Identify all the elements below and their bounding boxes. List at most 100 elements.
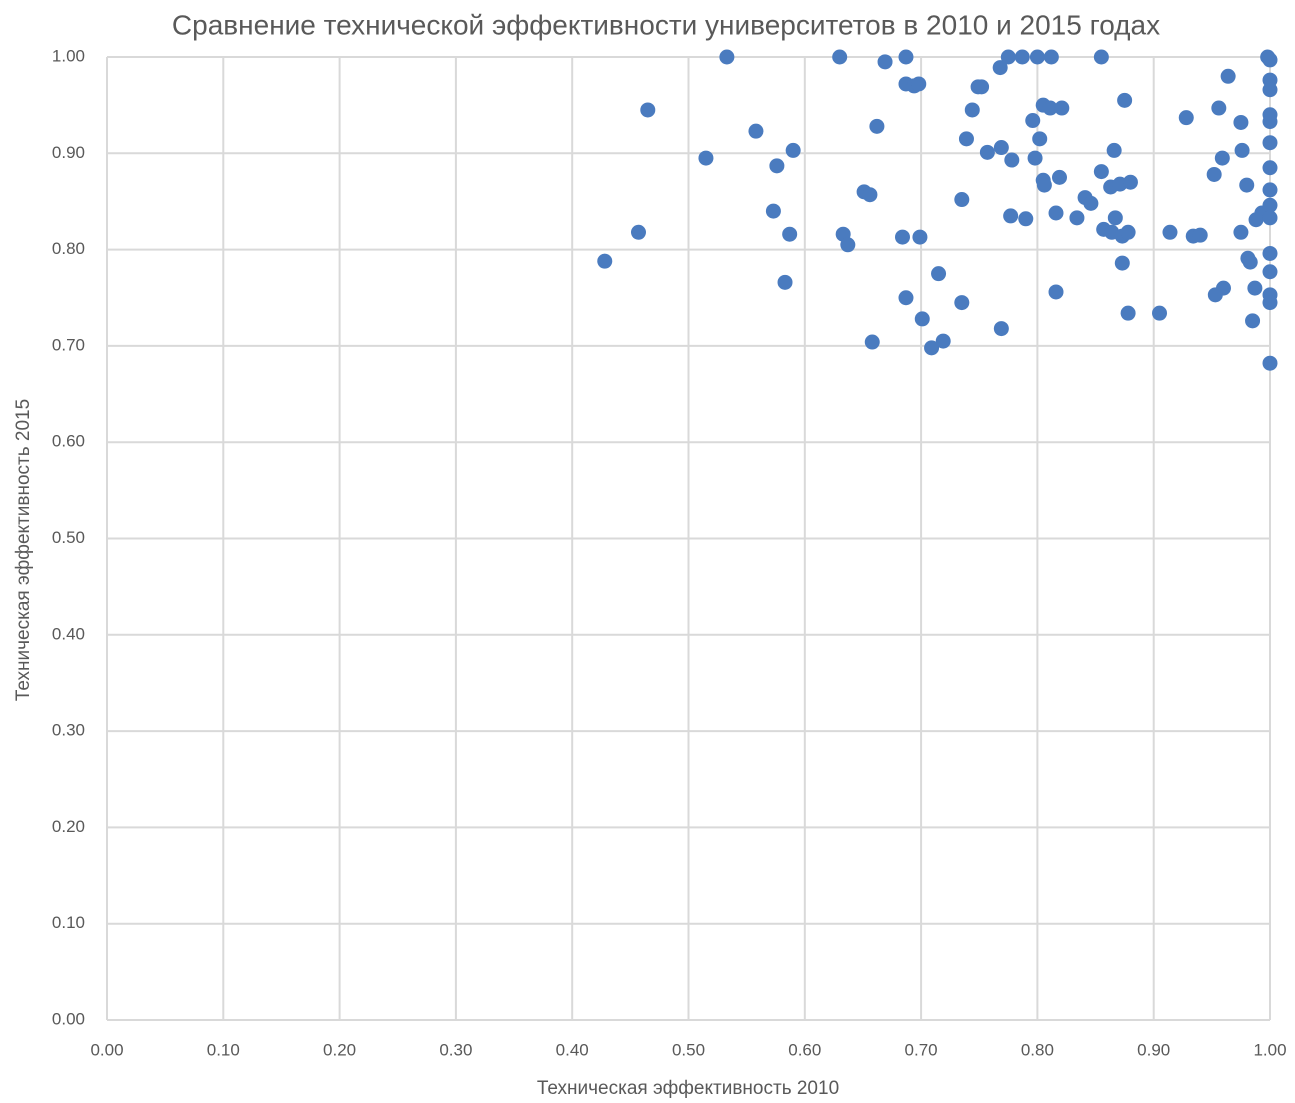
- point: [1192, 227, 1208, 243]
- point: [769, 158, 785, 174]
- point: [832, 49, 848, 65]
- point: [898, 49, 914, 65]
- point: [1262, 245, 1278, 261]
- point: [597, 253, 613, 269]
- point: [935, 333, 951, 349]
- point: [840, 237, 856, 253]
- point: [894, 229, 910, 245]
- point: [1000, 49, 1016, 65]
- point: [954, 192, 970, 208]
- point: [993, 321, 1009, 337]
- point: [1262, 197, 1278, 213]
- x-tick-label: 0.70: [905, 1040, 938, 1059]
- point: [785, 142, 801, 158]
- point: [1220, 68, 1236, 84]
- point: [1054, 100, 1070, 116]
- point: [877, 54, 893, 70]
- point: [931, 266, 947, 282]
- point: [1114, 255, 1130, 271]
- point: [630, 224, 646, 240]
- point: [719, 49, 735, 65]
- point: [1018, 211, 1034, 227]
- point: [1214, 150, 1230, 166]
- y-tick-label: 0.00: [52, 1009, 85, 1028]
- y-tick-label: 0.10: [52, 913, 85, 932]
- point: [1122, 174, 1138, 190]
- y-tick-label: 0.90: [52, 143, 85, 162]
- y-tick-label: 0.20: [52, 817, 85, 836]
- point: [1069, 210, 1085, 226]
- x-tick-label: 0.40: [556, 1040, 589, 1059]
- x-tick-label: 1.00: [1253, 1040, 1286, 1059]
- point: [1206, 166, 1222, 182]
- point: [1239, 177, 1255, 193]
- point: [1120, 305, 1136, 321]
- point: [1120, 224, 1136, 240]
- point: [979, 144, 995, 160]
- point: [1245, 313, 1261, 329]
- x-tick-label: 0.10: [207, 1040, 240, 1059]
- point: [1027, 150, 1043, 166]
- point: [1207, 287, 1223, 303]
- point: [782, 226, 798, 242]
- x-tick-label: 0.90: [1137, 1040, 1170, 1059]
- point: [698, 150, 714, 166]
- point: [1107, 210, 1123, 226]
- point: [1036, 177, 1052, 193]
- point: [1152, 305, 1168, 321]
- point: [765, 203, 781, 219]
- y-tick-label: 0.70: [52, 335, 85, 354]
- point: [1262, 355, 1278, 371]
- point: [1262, 135, 1278, 151]
- point: [748, 123, 764, 139]
- point: [1262, 114, 1278, 130]
- point: [1048, 205, 1064, 221]
- point: [1093, 164, 1109, 180]
- y-tick-label: 0.50: [52, 528, 85, 547]
- point: [1093, 49, 1109, 65]
- y-tick-label: 0.40: [52, 624, 85, 643]
- point: [777, 274, 793, 290]
- point: [1262, 160, 1278, 176]
- point: [1233, 114, 1249, 130]
- x-axis-label: Техническая эффективность 2010: [537, 1078, 839, 1099]
- point: [1043, 49, 1059, 65]
- y-tick-label: 0.60: [52, 432, 85, 451]
- point: [974, 79, 990, 95]
- point: [1042, 100, 1058, 116]
- point: [862, 187, 878, 203]
- point: [1029, 49, 1045, 65]
- x-tick-label: 0.00: [90, 1040, 123, 1059]
- point: [958, 131, 974, 147]
- point: [1048, 284, 1064, 300]
- point: [1211, 100, 1227, 116]
- point: [869, 118, 885, 134]
- point: [1262, 82, 1278, 98]
- point: [898, 290, 914, 306]
- point: [924, 340, 940, 356]
- point: [1262, 295, 1278, 311]
- point: [1262, 182, 1278, 198]
- point: [1032, 131, 1048, 147]
- point: [640, 102, 656, 118]
- point: [912, 229, 928, 245]
- point: [1248, 212, 1264, 228]
- y-axis-label: Техническая эффективность 2015: [13, 399, 34, 701]
- point: [914, 311, 930, 327]
- point: [1117, 92, 1133, 108]
- point: [1262, 264, 1278, 280]
- point: [1106, 142, 1122, 158]
- x-tick-label: 0.50: [672, 1040, 705, 1059]
- point: [1234, 142, 1250, 158]
- point: [1025, 113, 1041, 129]
- point: [1162, 224, 1178, 240]
- point: [1051, 169, 1067, 185]
- point: [1004, 152, 1020, 168]
- point: [911, 76, 927, 92]
- point: [1003, 208, 1019, 224]
- point: [954, 295, 970, 311]
- x-tick-label: 0.60: [788, 1040, 821, 1059]
- x-tick-label: 0.80: [1021, 1040, 1054, 1059]
- point: [993, 140, 1009, 156]
